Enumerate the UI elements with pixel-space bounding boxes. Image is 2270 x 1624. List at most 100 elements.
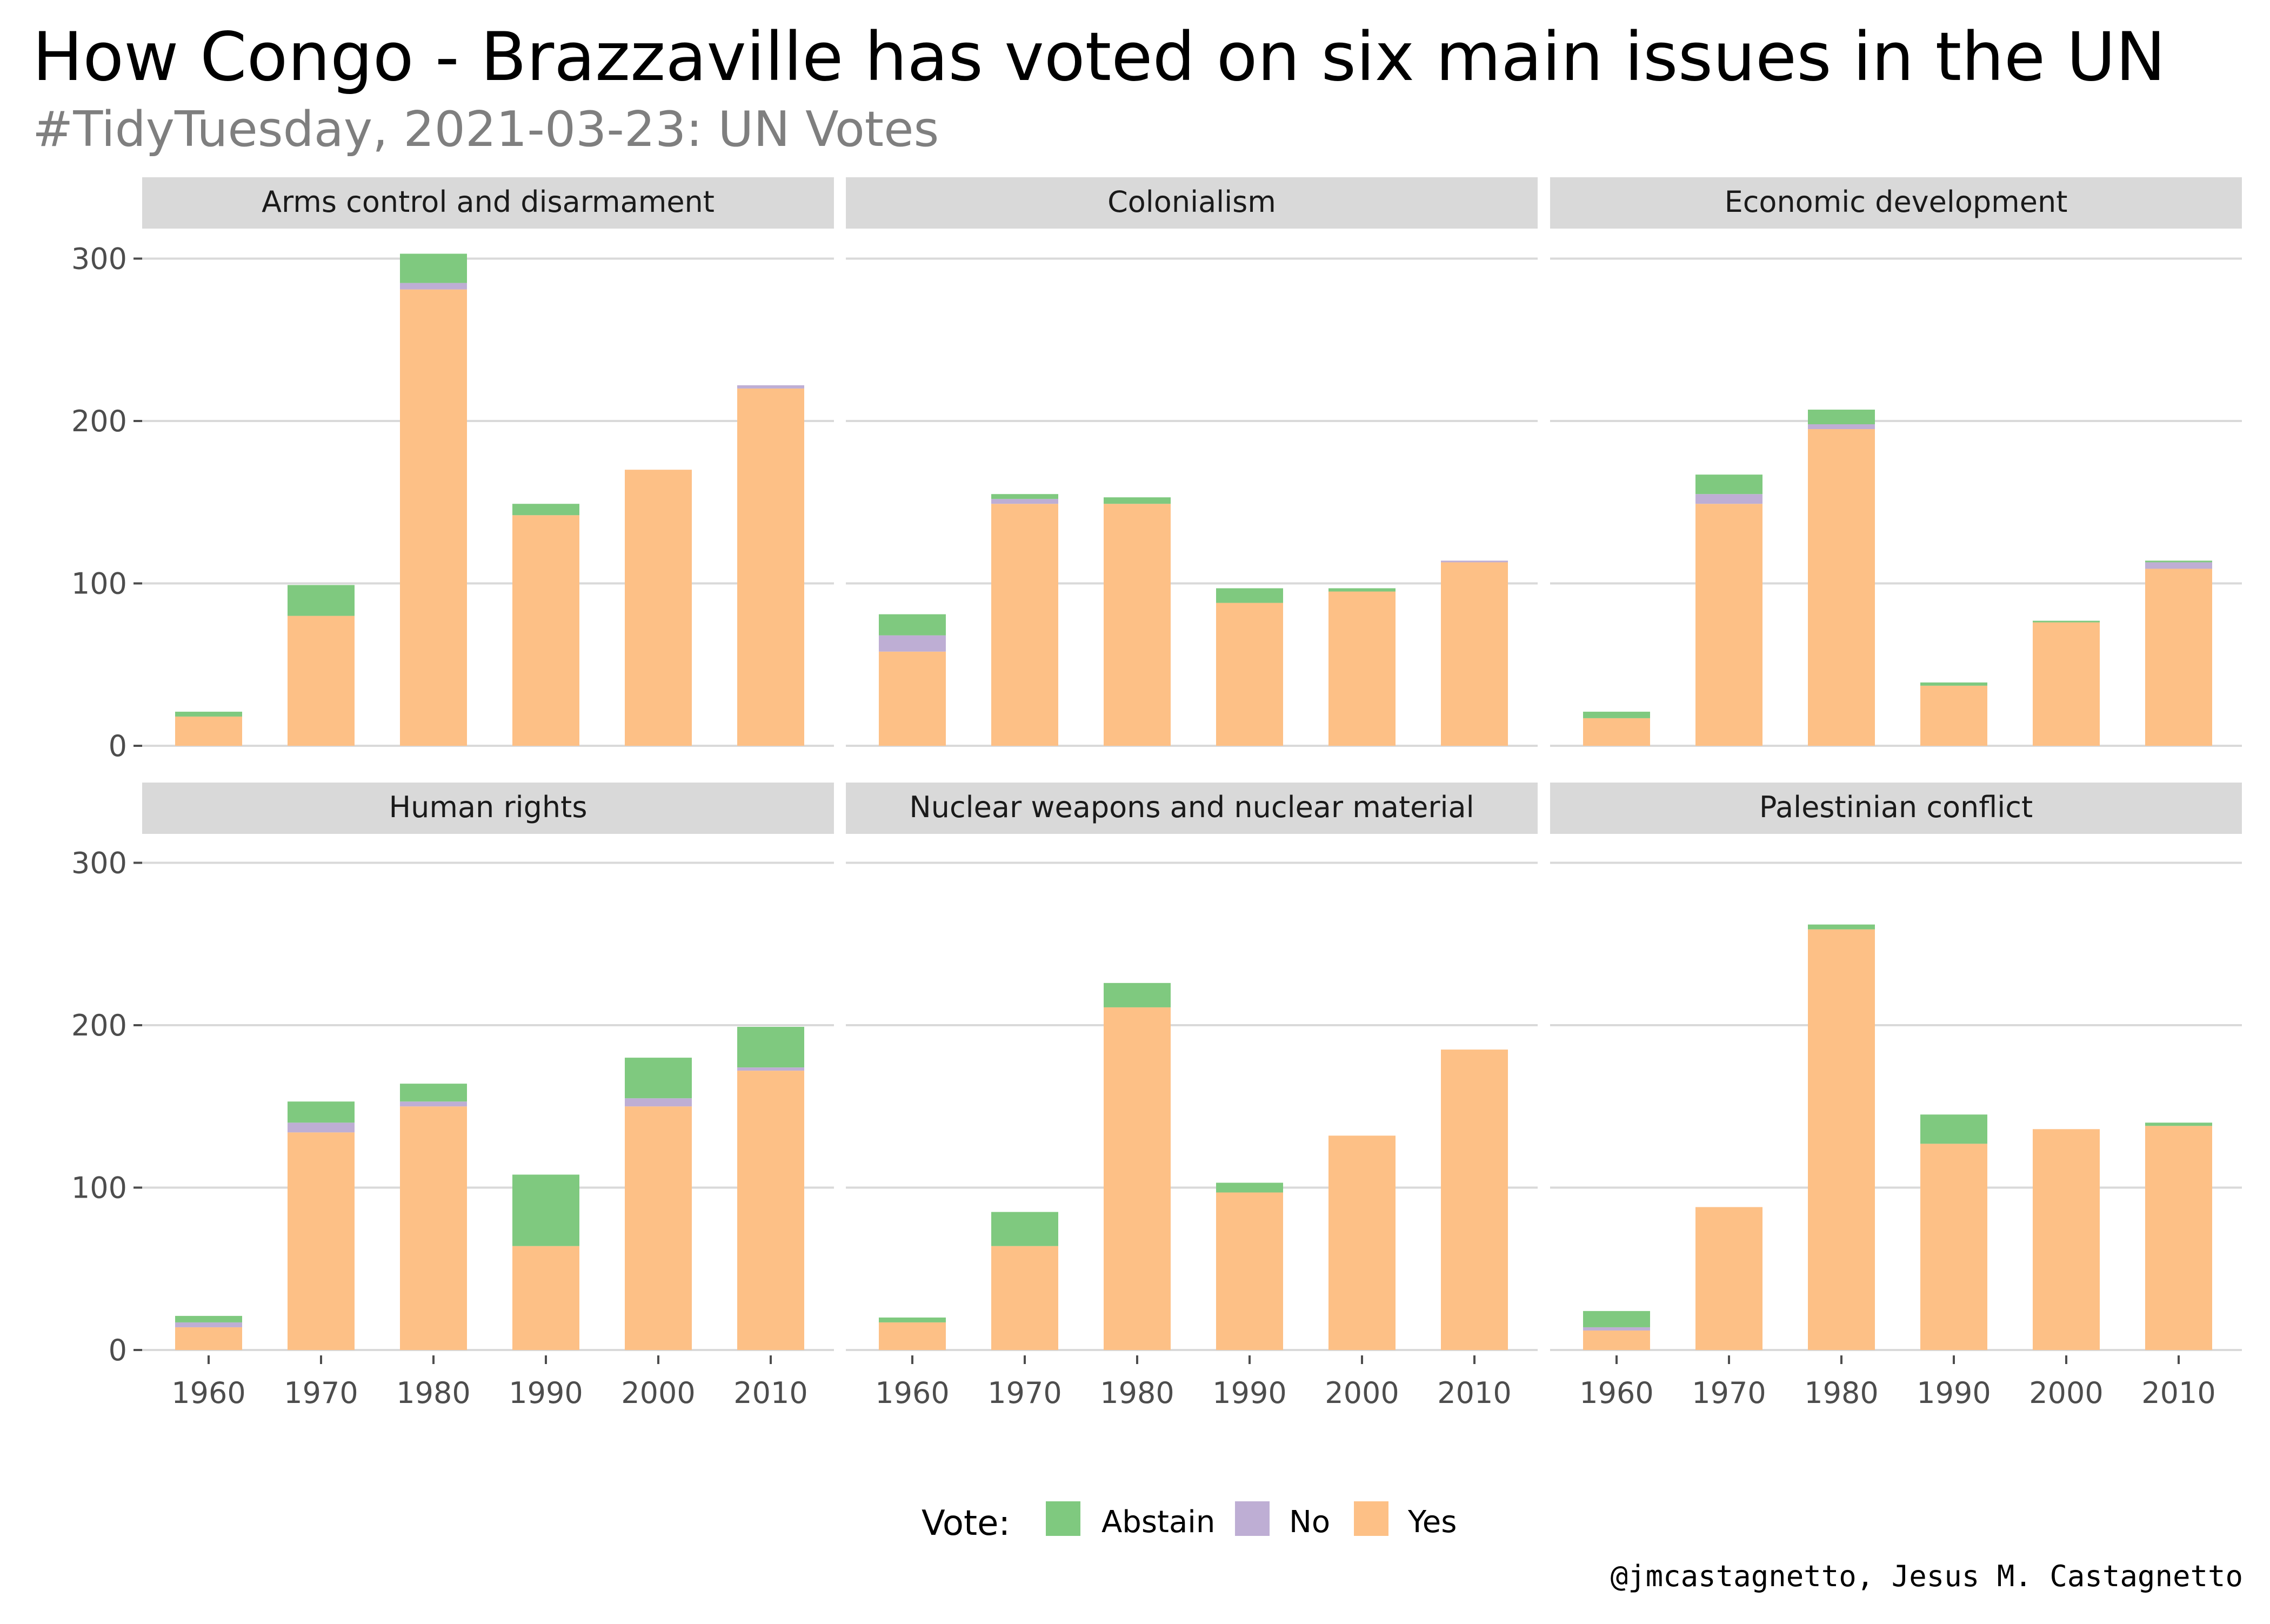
bar-segment-yes: [1441, 562, 1508, 746]
bar-segment-yes: [879, 1322, 946, 1350]
bar-segment-yes: [400, 289, 467, 746]
bar-segment-no: [1808, 424, 1875, 430]
bar-segment-abstain: [1216, 588, 1283, 603]
facet-strip-label: Nuclear weapons and nuclear material: [909, 790, 1474, 824]
bar-segment-abstain: [512, 1174, 579, 1246]
bar-segment-no: [991, 499, 1058, 504]
x-tick-label: 1960: [171, 1376, 245, 1410]
bar-segment-abstain: [879, 1317, 946, 1322]
bar-segment-abstain: [1808, 409, 1875, 425]
bar-segment-yes: [1216, 1192, 1283, 1350]
bar-segment-no: [175, 1322, 242, 1327]
x-tick-label: 2010: [733, 1376, 807, 1410]
bar-segment-yes: [1583, 718, 1650, 746]
x-tick-label: 1980: [1804, 1376, 1878, 1410]
bar-segment-abstain: [175, 1315, 242, 1322]
bar-segment-no: [400, 1101, 467, 1107]
facet-strip: [142, 177, 834, 229]
x-tick-label: 1970: [1692, 1376, 1766, 1410]
bar-segment-yes: [1695, 504, 1762, 746]
bar-segment-yes: [625, 1106, 692, 1350]
y-tick-label: 300: [71, 242, 127, 276]
legend-label-yes: Yes: [1407, 1505, 1457, 1540]
legend-swatch-yes: [1354, 1501, 1388, 1536]
bar-segment-yes: [2033, 1129, 2100, 1350]
bar-segment-abstain: [512, 504, 579, 516]
x-tick-label: 1960: [1579, 1376, 1653, 1410]
facet-strip-label: Human rights: [389, 790, 587, 824]
legend-title: Vote:: [922, 1503, 1010, 1543]
x-tick-label: 1990: [509, 1376, 583, 1410]
chart-caption: @jmcastagnetto, Jesus M. Castagnetto: [1611, 1559, 2243, 1593]
legend-swatch-abstain: [1046, 1501, 1080, 1536]
bar-segment-yes: [2145, 1126, 2212, 1350]
facet-strip-label: Arms control and disarmament: [262, 185, 715, 219]
x-tick-label: 2010: [1437, 1376, 1511, 1410]
facet-strip: [1550, 783, 2242, 834]
x-tick-label: 1990: [1212, 1376, 1286, 1410]
bar-segment-abstain: [1216, 1182, 1283, 1193]
bar-segment-yes: [625, 470, 692, 746]
bar-segment-no: [2145, 562, 2212, 569]
bar-segment-yes: [1808, 429, 1875, 746]
bar-segment-abstain: [1104, 983, 1171, 1007]
bar-segment-yes: [1104, 1007, 1171, 1350]
x-tick-label: 1960: [875, 1376, 949, 1410]
bar-segment-yes: [512, 515, 579, 746]
x-tick-label: 1970: [284, 1376, 358, 1410]
bar-segment-abstain: [991, 1212, 1058, 1246]
facet-strip: [1550, 177, 2242, 229]
bar-segment-abstain: [1104, 497, 1171, 504]
bar-segment-no: [1583, 1327, 1650, 1331]
bar-segment-yes: [991, 1246, 1058, 1350]
bar-segment-yes: [288, 1132, 355, 1350]
bar-segment-abstain: [991, 494, 1058, 499]
bar-segment-no: [288, 1122, 355, 1133]
bar-segment-yes: [175, 716, 242, 746]
bar-segment-no: [737, 1067, 804, 1071]
x-tick-label: 1980: [1100, 1376, 1174, 1410]
bar-segment-abstain: [288, 585, 355, 616]
chart-title: How Congo - Brazzaville has voted on six…: [32, 18, 2166, 96]
bar-segment-yes: [2145, 569, 2212, 746]
facet-panel: Human rights 0 100 200 300 1960 1970 1980 1990 20…: [71, 783, 834, 1410]
bar-segment-abstain: [879, 614, 946, 636]
bar-segment-abstain: [288, 1101, 355, 1123]
y-tick-label: 300: [71, 846, 127, 880]
legend-label-no: No: [1289, 1505, 1330, 1540]
y-tick-label: 0: [109, 729, 127, 763]
legend-label-abstain: Abstain: [1101, 1505, 1215, 1540]
x-tick-label: 2010: [2141, 1376, 2215, 1410]
x-tick-label: 2000: [621, 1376, 695, 1410]
bar-segment-abstain: [1920, 1114, 1987, 1144]
facet-strip: [846, 177, 1538, 229]
chart-subtitle: #TidyTuesday, 2021-03-23: UN Votes: [32, 101, 939, 158]
bar-segment-yes: [1328, 591, 1396, 746]
bar-segment-abstain: [1808, 924, 1875, 930]
bar-segment-yes: [1216, 603, 1283, 746]
facet-panel: Colonialism: [846, 177, 1538, 747]
bar-segment-yes: [512, 1246, 579, 1350]
facet-panel: Palestinian conflict 1960 1970 1980 1990 2000…: [1550, 783, 2242, 1410]
bar-segment-no: [625, 1098, 692, 1107]
bar-segment-yes: [1328, 1135, 1396, 1350]
bar-segment-yes: [1104, 504, 1171, 746]
bar-segment-abstain: [737, 1027, 804, 1068]
facet-strip-label: Palestinian conflict: [1759, 790, 2033, 824]
facet-strip: [846, 783, 1538, 834]
bar-segment-yes: [400, 1106, 467, 1350]
bar-segment-abstain: [1695, 474, 1762, 494]
bar-segment-no: [1695, 494, 1762, 504]
y-tick-label: 200: [71, 404, 127, 438]
bar-segment-abstain: [2145, 1122, 2212, 1126]
bar-segment-abstain: [1583, 1311, 1650, 1327]
bar-segment-abstain: [2033, 620, 2100, 623]
y-tick-label: 100: [71, 567, 127, 601]
bar-segment-yes: [1441, 1050, 1508, 1350]
legend-swatch-no: [1235, 1501, 1270, 1536]
bar-segment-no: [1441, 560, 1508, 563]
bar-segment-abstain: [625, 1058, 692, 1099]
bar-segment-abstain: [2145, 560, 2212, 563]
bar-segment-yes: [288, 616, 355, 746]
